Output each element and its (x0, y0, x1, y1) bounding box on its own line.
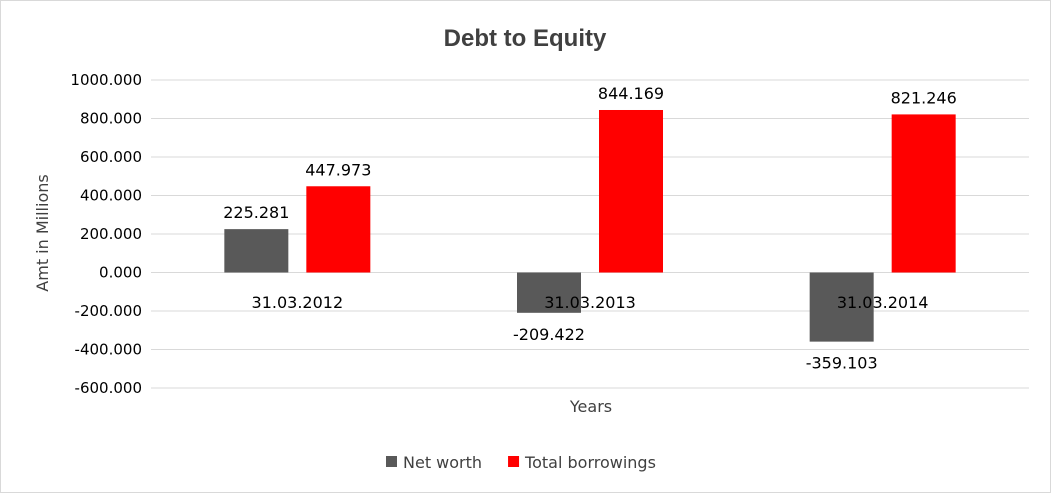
x-tick-label: 31.03.2014 (837, 293, 929, 312)
y-axis-tick-labels: 1000.000 800.000 600.000 400.000 200.000 0.00… (70, 71, 142, 397)
y-tick-label: 1000.000 (70, 71, 142, 89)
data-label-total-borrowings: 844.169 (598, 84, 664, 103)
y-tick-label: 0.000 (99, 264, 142, 282)
y-tick-label: -200.000 (75, 302, 142, 320)
bar-total-borrowings (599, 109, 663, 273)
x-tick-label: 31.03.2012 (252, 293, 344, 312)
bars (224, 109, 956, 342)
y-tick-label: 600.000 (80, 148, 142, 166)
legend-label-net-worth: Net worth (403, 453, 482, 472)
y-tick-label: 200.000 (80, 225, 142, 243)
bar-net-worth (517, 272, 581, 313)
x-axis-title: Years (569, 397, 612, 416)
data-label-net-worth: -209.422 (513, 325, 585, 344)
y-tick-label: -400.000 (75, 341, 142, 359)
x-tick-label: 31.03.2013 (544, 293, 636, 312)
chart-title: Debt to Equity (444, 25, 607, 52)
data-label-total-borrowings: 821.246 (891, 88, 957, 107)
y-tick-label: 800.000 (80, 110, 142, 128)
bar-total-borrowings (891, 114, 956, 273)
legend-swatch-net-worth (386, 456, 397, 467)
legend-label-total-borrowings: Total borrowings (524, 453, 656, 472)
data-labels: 225.281 447.973 -209.422 844.169 -359.103 821… (223, 84, 957, 373)
bar-total-borrowings (306, 186, 371, 273)
y-axis-title: Amt in Millions (33, 174, 52, 291)
bar-net-worth (224, 229, 289, 273)
data-label-total-borrowings: 447.973 (305, 160, 371, 179)
bar-net-worth (809, 272, 874, 342)
y-tick-label: -600.000 (75, 379, 142, 397)
data-label-net-worth: 225.281 (223, 203, 289, 222)
gridlines (151, 79, 1029, 389)
x-axis-category-labels: 31.03.2012 31.03.2013 31.03.2014 (252, 293, 929, 312)
legend-swatch-total-borrowings (508, 456, 520, 467)
legend: Net worth Total borrowings (386, 453, 656, 472)
y-tick-label: 400.000 (80, 187, 142, 205)
data-label-net-worth: -359.103 (806, 354, 878, 373)
